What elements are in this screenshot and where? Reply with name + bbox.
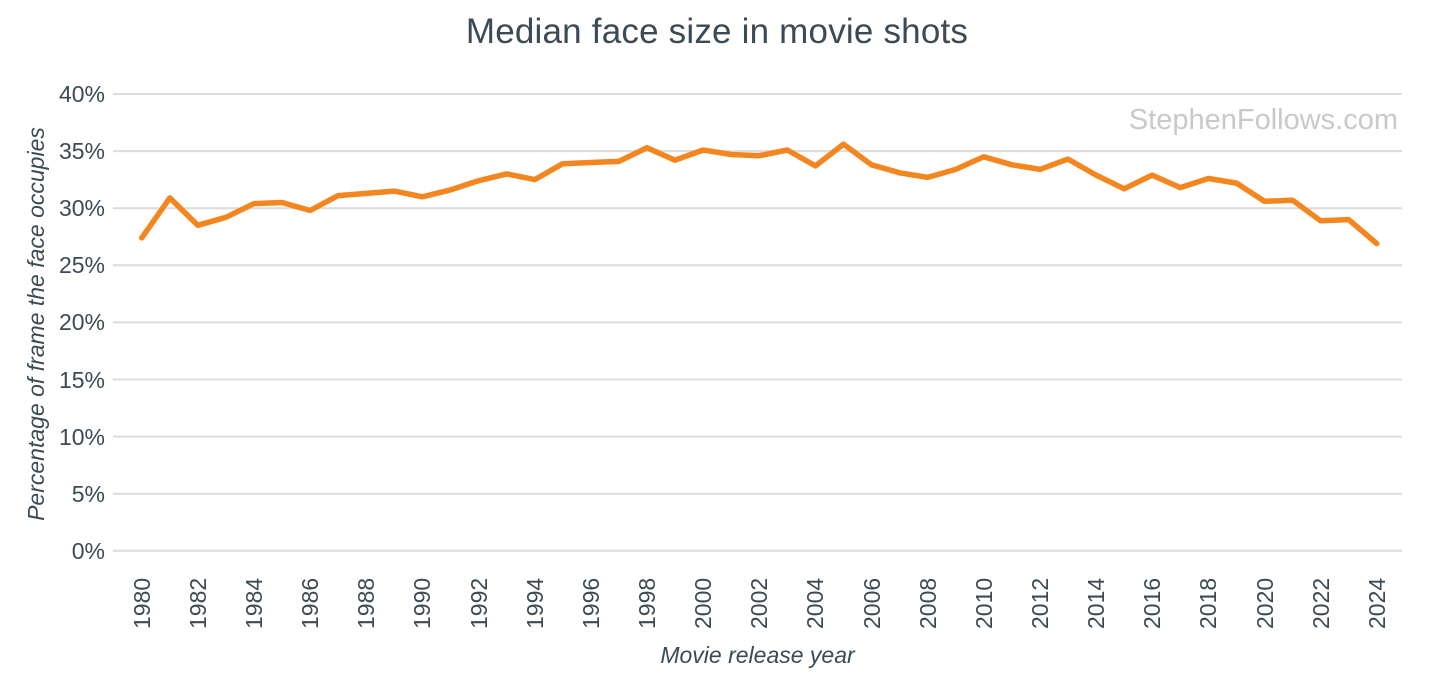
- watermark-text: StephenFollows.com: [1128, 104, 1398, 136]
- x-tick-label: 1996: [577, 577, 604, 629]
- x-tick-label: 2002: [746, 577, 773, 629]
- y-tick-label: 40%: [58, 81, 105, 107]
- x-tick-label: 1990: [409, 577, 436, 629]
- x-tick-label: 1984: [240, 577, 267, 629]
- x-tick-label: 2010: [970, 577, 997, 629]
- chart-title: Median face size in movie shots: [465, 12, 969, 51]
- x-tick-label: 2020: [1251, 577, 1278, 629]
- x-tick-label: 1986: [297, 577, 324, 629]
- x-tick-label: 2024: [1363, 577, 1390, 629]
- x-tick-label: 2008: [914, 577, 941, 629]
- x-tick-label: 1982: [184, 577, 211, 629]
- gridlines: [113, 93, 1402, 552]
- x-tick-label: 1998: [633, 577, 660, 629]
- x-tick-label: 2004: [802, 577, 829, 629]
- y-tick-label: 15%: [58, 366, 105, 393]
- x-tick-label: 1988: [353, 577, 380, 629]
- x-tick-label: 2014: [1083, 577, 1110, 629]
- x-tick-label: 2012: [1026, 577, 1053, 629]
- y-tick-label: 20%: [58, 309, 105, 336]
- x-tick-label: 1980: [128, 577, 155, 629]
- y-tick-label: 10%: [58, 423, 105, 450]
- x-tick-label: 1992: [465, 577, 492, 629]
- x-tick-label: 2018: [1195, 577, 1222, 629]
- x-tick-label: 2000: [690, 577, 717, 629]
- y-tick-label: 30%: [58, 195, 105, 222]
- x-tick-label: 2022: [1307, 577, 1334, 629]
- x-axis-title: Movie release year: [660, 642, 855, 668]
- y-tick-label: 5%: [71, 480, 105, 507]
- y-tick-label: 0%: [71, 537, 105, 564]
- x-tick-label: 2006: [858, 577, 885, 629]
- y-tick-label: 35%: [58, 138, 105, 165]
- median-face-size-line: [138, 141, 1380, 247]
- y-tick-label: 25%: [58, 252, 105, 279]
- x-tick-label: 2016: [1139, 577, 1166, 629]
- x-tick-label: 1994: [521, 577, 548, 629]
